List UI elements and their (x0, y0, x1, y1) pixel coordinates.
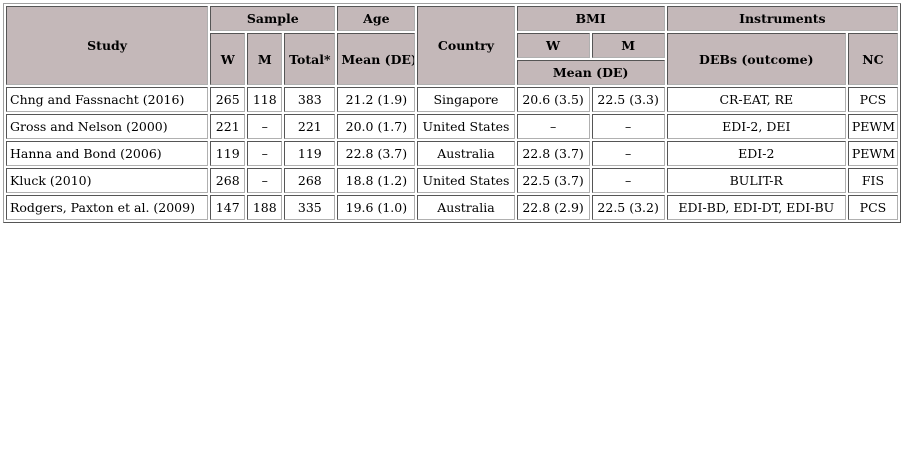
cell-nc: PEWM (847, 114, 898, 139)
cell-bmi-m: – (591, 141, 665, 166)
table-row: Kluck (2010) 268–268 18.8 (1.2) United Stat… (6, 168, 898, 193)
table-row: Hanna and Bond (2006) 119–119 22.8 (3.7) Au… (6, 141, 898, 166)
cell-country: Singapore (417, 87, 515, 112)
cell-age: 20.0 (1.7) (337, 114, 416, 139)
cell-total: 119 (284, 141, 336, 166)
studies-table: Study Sample Age Country BMI Instruments… (3, 3, 901, 223)
cell-debs: EDI-2, DEI (666, 114, 846, 139)
cell-total: 383 (284, 87, 336, 112)
cell-bmi-m: – (591, 114, 665, 139)
cell-study: Rodgers, Paxton et al. (2009) (6, 195, 209, 220)
cell-w: 147 (210, 195, 246, 220)
cell-age: 19.6 (1.0) (337, 195, 416, 220)
cell-nc: PCS (847, 87, 898, 112)
header-sample-w: W (210, 33, 246, 85)
cell-study: Chng and Fassnacht (2016) (6, 87, 209, 112)
cell-bmi-m: 22.5 (3.2) (591, 195, 665, 220)
header-bmi-mean: Mean (DE) (516, 60, 665, 85)
cell-total: 268 (284, 168, 336, 193)
table-row: Chng and Fassnacht (2016) 265 118 383 21.2 (… (6, 87, 898, 112)
cell-debs: CR-EAT, RE (666, 87, 846, 112)
cell-study: Hanna and Bond (2006) (6, 141, 209, 166)
cell-study: Gross and Nelson (2000) (6, 114, 209, 139)
cell-country: Australia (417, 141, 515, 166)
cell-w: 268 (210, 168, 246, 193)
table-row: Gross and Nelson (2000) 221–221 20.0 (1.7)… (6, 114, 898, 139)
cell-m: 188 (247, 195, 283, 220)
header-study: Study (6, 6, 209, 85)
cell-age: 21.2 (1.9) (337, 87, 416, 112)
cell-study: Kluck (2010) (6, 168, 209, 193)
cell-bmi-w: 22.8 (3.7) (516, 141, 590, 166)
cell-bmi-w: 22.5 (3.7) (516, 168, 590, 193)
header-bmi: BMI (516, 6, 665, 31)
header-age: Age (337, 6, 416, 31)
cell-w: 265 (210, 87, 246, 112)
cell-bmi-w: 20.6 (3.5) (516, 87, 590, 112)
cell-total: 221 (284, 114, 336, 139)
header-sample: Sample (210, 6, 336, 31)
cell-m: – (247, 114, 283, 139)
cell-age: 22.8 (3.7) (337, 141, 416, 166)
cell-total: 335 (284, 195, 336, 220)
header-instruments: Instruments (666, 6, 898, 31)
cell-debs: EDI-BD, EDI-DT, EDI-BU (666, 195, 846, 220)
header-sample-m: M (247, 33, 283, 85)
cell-debs: EDI-2 (666, 141, 846, 166)
header-debs: DEBs (outcome) (666, 33, 846, 85)
cell-bmi-m: 22.5 (3.3) (591, 87, 665, 112)
cell-country: Australia (417, 195, 515, 220)
cell-bmi-m: – (591, 168, 665, 193)
cell-w: 119 (210, 141, 246, 166)
header-nc: NC (847, 33, 898, 85)
header-bmi-m: M (591, 33, 665, 58)
cell-bmi-w: – (516, 114, 590, 139)
header-country: Country (417, 6, 515, 85)
table-row: Rodgers, Paxton et al. (2009) 147 188 335 19… (6, 195, 898, 220)
header-sample-total: Total* (284, 33, 336, 85)
cell-age: 18.8 (1.2) (337, 168, 416, 193)
header-bmi-w: W (516, 33, 590, 58)
cell-m: – (247, 141, 283, 166)
cell-nc: PCS (847, 195, 898, 220)
cell-country: United States (417, 168, 515, 193)
header-age-mean: Mean (DE) (337, 33, 416, 85)
cell-w: 221 (210, 114, 246, 139)
cell-m: – (247, 168, 283, 193)
cell-nc: PEWM (847, 141, 898, 166)
cell-country: United States (417, 114, 515, 139)
cell-bmi-w: 22.8 (2.9) (516, 195, 590, 220)
cell-debs: BULIT-R (666, 168, 846, 193)
cell-m: 118 (247, 87, 283, 112)
cell-nc: FIS (847, 168, 898, 193)
